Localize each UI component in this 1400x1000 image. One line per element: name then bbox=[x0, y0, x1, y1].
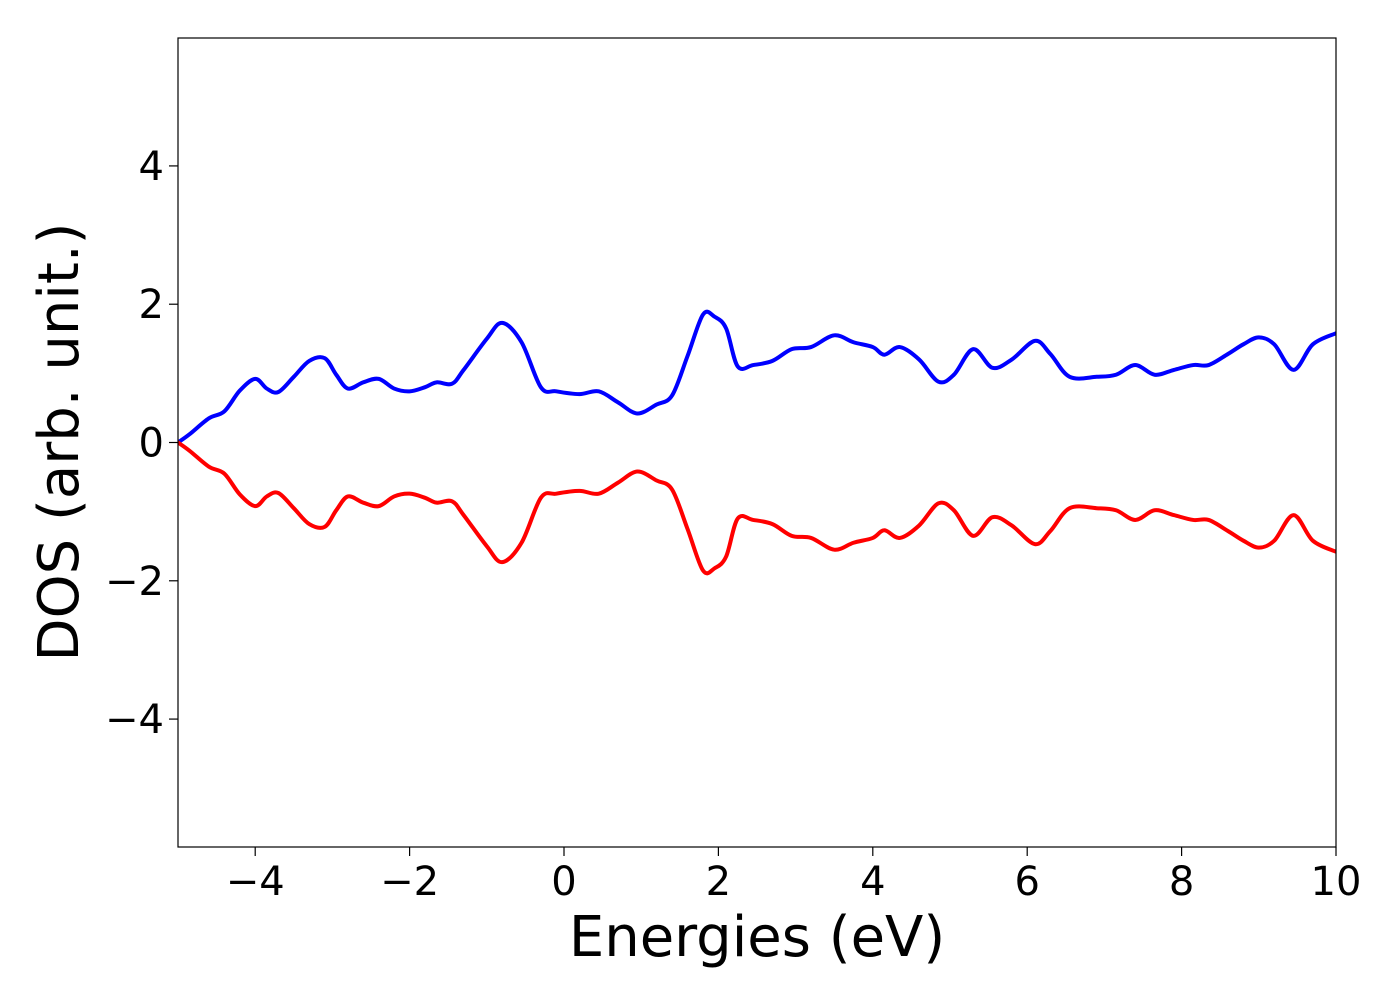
y-axis-title: DOS (arb. unit.) bbox=[27, 222, 92, 661]
y-axis-ticks: −4 −2 0 2 4 bbox=[105, 144, 178, 743]
x-tick-label: 2 bbox=[706, 859, 731, 905]
x-tick-label: 10 bbox=[1311, 859, 1362, 905]
x-tick-label: 4 bbox=[860, 859, 885, 905]
x-tick-label: −4 bbox=[226, 859, 285, 905]
y-tick-label: 0 bbox=[139, 421, 164, 467]
series-layer bbox=[178, 309, 1336, 576]
x-tick-label: −2 bbox=[380, 859, 439, 905]
series-line-red bbox=[178, 440, 1336, 576]
series-line-blue bbox=[178, 309, 1336, 445]
x-tick-label: 8 bbox=[1169, 859, 1194, 905]
plot-frame bbox=[177, 37, 1337, 848]
y-tick-label: 2 bbox=[139, 282, 164, 328]
x-axis-title: Energies (eV) bbox=[569, 905, 945, 970]
y-tick-label: −2 bbox=[105, 559, 164, 605]
x-tick-label: 6 bbox=[1014, 859, 1039, 905]
x-tick-label: 0 bbox=[551, 859, 576, 905]
y-tick-label: −4 bbox=[105, 697, 164, 743]
y-tick-label: 4 bbox=[139, 144, 164, 190]
x-axis-ticks: −4 −2 0 2 4 6 8 10 bbox=[226, 847, 1362, 905]
